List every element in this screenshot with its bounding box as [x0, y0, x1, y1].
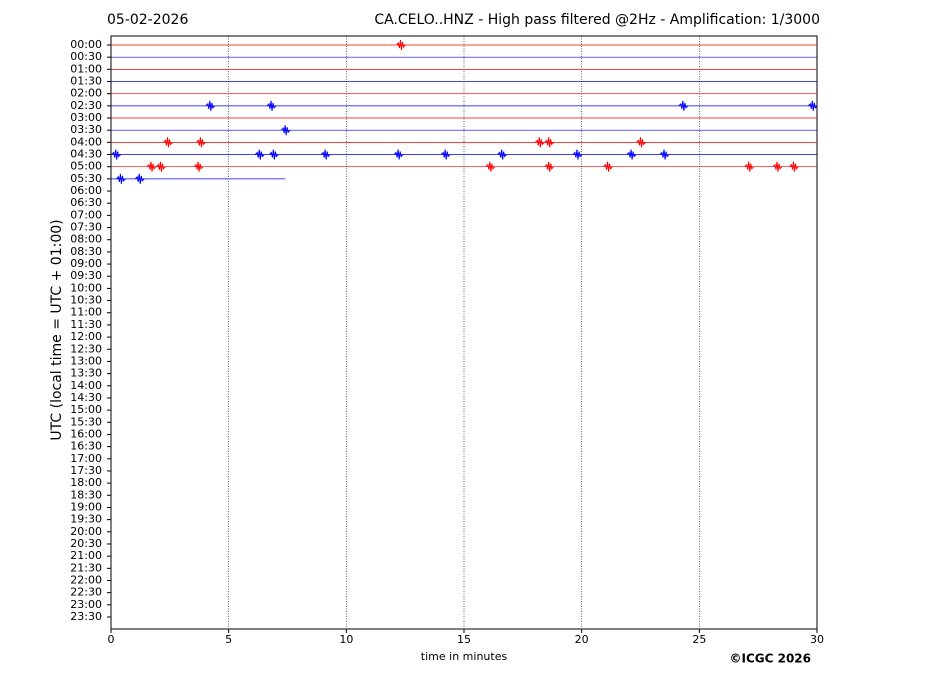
seismic-event	[205, 100, 216, 111]
y-tick-label: 14:30	[70, 391, 102, 404]
seismic-event	[393, 149, 404, 160]
y-tick-label: 13:00	[70, 354, 102, 367]
seismic-event	[196, 137, 206, 148]
seismic-event	[744, 161, 755, 172]
seismic-event	[320, 149, 331, 160]
y-tick-label: 01:30	[70, 75, 102, 88]
y-tick-label: 23:00	[70, 598, 102, 611]
y-tick-label: 14:00	[70, 379, 102, 392]
y-tick-label: 12:00	[70, 330, 102, 343]
seismic-event	[572, 149, 583, 160]
seismic-event	[156, 161, 166, 172]
y-tick-label: 08:30	[70, 245, 102, 258]
seismic-event	[603, 161, 613, 172]
y-axis-label: UTC (local time = UTC + 01:00)	[49, 219, 65, 440]
y-tick-label: 05:30	[70, 172, 102, 185]
seismic-event	[544, 161, 555, 172]
seismic-event	[534, 137, 545, 148]
seismic-event	[116, 173, 126, 184]
y-tick-label: 22:00	[70, 573, 102, 586]
seismic-event	[111, 149, 122, 160]
y-tick-label: 15:30	[70, 415, 102, 428]
seismic-event	[497, 149, 508, 160]
y-tick-label: 01:00	[70, 62, 102, 75]
y-tick-label: 02:00	[70, 87, 102, 100]
y-tick-label: 10:00	[70, 281, 102, 294]
y-tick-label: 11:30	[70, 318, 102, 331]
copyright: ©ICGC 2026	[729, 652, 811, 666]
y-tick-label: 03:30	[70, 123, 102, 136]
y-tick-label: 18:30	[70, 488, 102, 501]
x-tick-label: 25	[692, 633, 706, 646]
seismic-event	[678, 100, 689, 111]
y-tick-label: 06:30	[70, 196, 102, 209]
y-tick-label: 07:30	[70, 221, 102, 234]
date: 05-02-2026	[107, 12, 188, 28]
y-tick-label: 08:00	[70, 233, 102, 246]
seismic-event	[485, 161, 496, 172]
plot-frame	[110, 35, 818, 630]
seismic-event	[659, 149, 670, 160]
y-tick-label: 09:00	[70, 257, 102, 270]
seismic-event	[626, 149, 637, 160]
y-tick-label: 00:00	[70, 38, 102, 51]
y-tick-label: 16:00	[70, 427, 102, 440]
x-tick-label: 15	[457, 633, 471, 646]
y-tick-label: 06:00	[70, 184, 102, 197]
x-axis-label: time in minutes	[421, 650, 508, 663]
seismic-event	[163, 137, 173, 148]
y-tick-label: 11:00	[70, 306, 102, 319]
seismic-event	[789, 161, 799, 172]
y-tick-label: 10:30	[70, 294, 102, 307]
seismic-event	[440, 149, 451, 160]
y-tick-label: 21:30	[70, 561, 102, 574]
x-tick-label: 0	[108, 633, 115, 646]
y-tick-label: 03:00	[70, 111, 102, 124]
y-tick-label: 09:30	[70, 269, 102, 282]
y-tick-label: 18:00	[70, 476, 102, 489]
y-tick-label: 12:30	[70, 342, 102, 355]
seismic-event	[269, 149, 279, 160]
x-tick-label: 20	[575, 633, 589, 646]
seismic-event	[254, 149, 265, 160]
seismic-event	[636, 137, 646, 148]
x-tick-label: 30	[810, 633, 824, 646]
x-tick-label: 10	[339, 633, 353, 646]
y-tick-label: 22:30	[70, 586, 102, 599]
y-tick-label: 17:30	[70, 464, 102, 477]
seismic-event	[193, 161, 204, 172]
y-tick-label: 19:00	[70, 500, 102, 513]
seismic-event	[134, 173, 145, 184]
seismic-event	[772, 161, 783, 172]
seismic-event	[396, 39, 406, 51]
y-tick-label: 23:30	[70, 610, 102, 623]
y-tick-label: 04:00	[70, 135, 102, 148]
x-tick-label: 5	[225, 633, 232, 646]
seismic-event	[544, 137, 555, 148]
seismic-event	[266, 100, 277, 111]
y-tick-label: 16:30	[70, 440, 102, 453]
y-tick-label: 20:00	[70, 525, 102, 538]
y-tick-label: 17:00	[70, 452, 102, 465]
seismic-event	[146, 161, 157, 172]
y-tick-label: 20:30	[70, 537, 102, 550]
chart-title: CA.CELO..HNZ - High pass filtered @2Hz -…	[374, 12, 820, 28]
y-tick-label: 21:00	[70, 549, 102, 562]
y-tick-label: 13:30	[70, 367, 102, 380]
seismic-event	[807, 100, 818, 111]
y-tick-label: 19:30	[70, 513, 102, 526]
y-tick-label: 15:00	[70, 403, 102, 416]
y-tick-label: 07:00	[70, 208, 102, 221]
y-tick-label: 00:30	[70, 50, 102, 63]
y-tick-label: 02:30	[70, 99, 102, 112]
y-tick-label: 04:30	[70, 148, 102, 161]
y-tick-label: 05:00	[70, 160, 102, 173]
seismic-event	[280, 125, 291, 136]
